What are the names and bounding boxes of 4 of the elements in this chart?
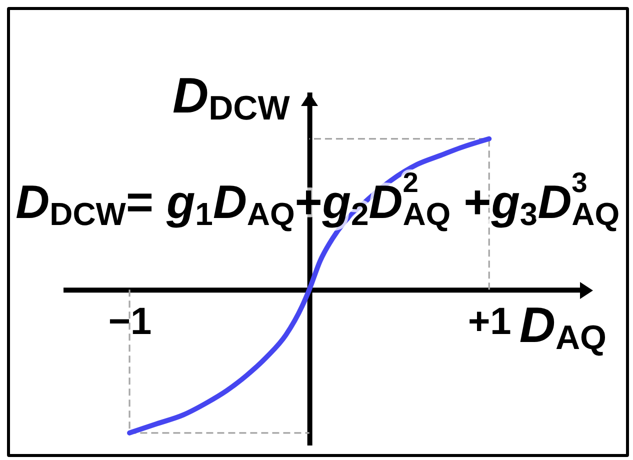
x-tick-label: −1 <box>108 301 152 344</box>
y-axis-title: D$_{DCW}$ <box>172 68 291 128</box>
x-axis-title: D$_{AQ}$ <box>519 297 606 358</box>
x-tick-label: +1 <box>468 301 512 344</box>
